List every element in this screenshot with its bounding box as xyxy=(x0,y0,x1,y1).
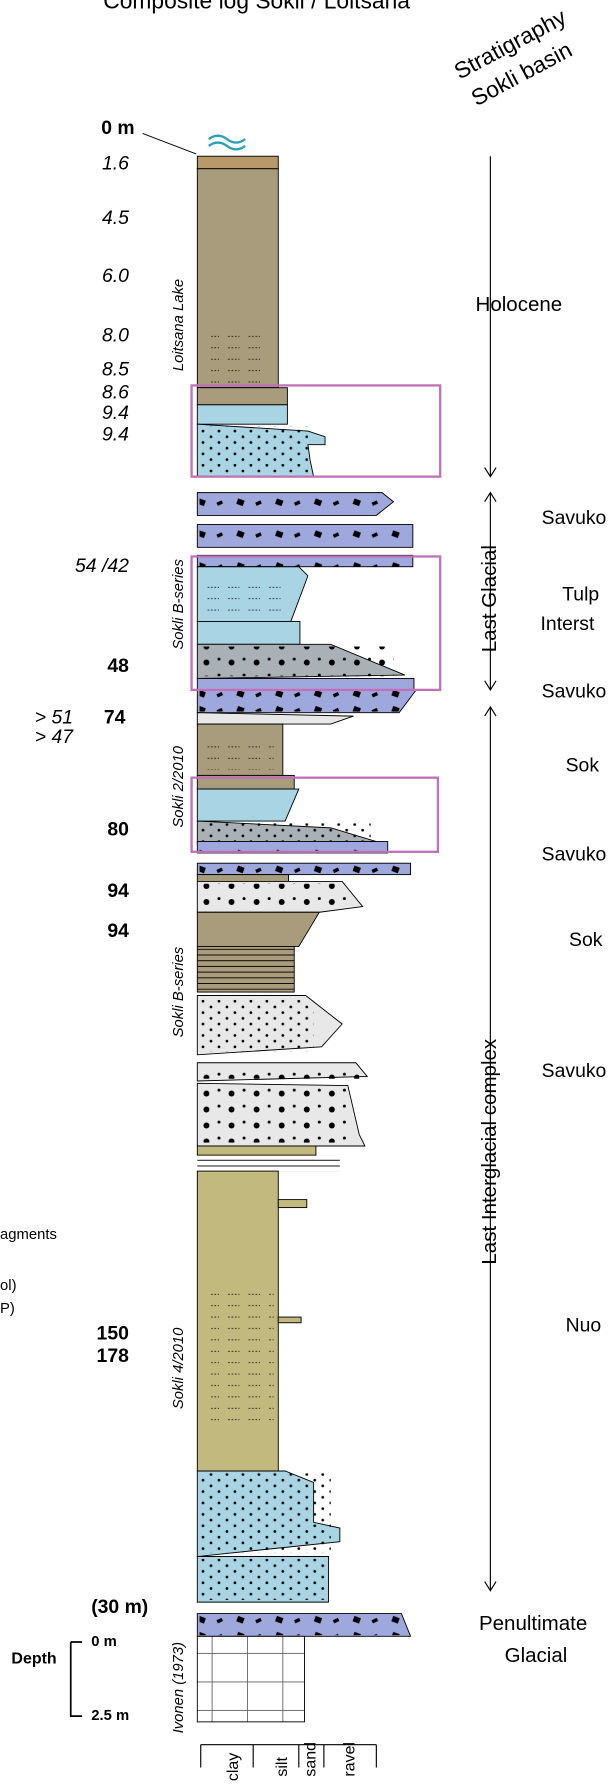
depth-label: > 47 xyxy=(35,726,74,748)
unit-label: Sok xyxy=(566,754,600,776)
depth-label: 54 /42 xyxy=(75,555,129,577)
site-label: Loitsana Lake xyxy=(171,279,187,371)
depth-label: 150 xyxy=(97,1322,129,1344)
depth-label: 94 xyxy=(107,880,129,902)
unit-label: Savuko xyxy=(542,1060,607,1082)
depth-label: 6.0 xyxy=(102,265,129,287)
depth-scale-title: Depth xyxy=(11,1650,56,1667)
unit-label: Nuo xyxy=(566,1314,602,1336)
site-label: Sokli 4/2010 xyxy=(171,1327,187,1409)
unit-label: Savuko xyxy=(542,507,607,529)
stratigraphy-label: Holocene xyxy=(476,293,563,316)
stratigraphy-label: Penultimate Glacial xyxy=(479,1612,593,1667)
depth-label: 1.6 xyxy=(102,152,129,174)
depth-label: 48 xyxy=(107,655,129,677)
site-label: Ivonen (1973) xyxy=(171,1642,187,1733)
layers xyxy=(71,133,496,1767)
depth-label: 9.4 xyxy=(102,402,129,424)
stratigraphy-label: Last Interglacial complex xyxy=(478,1038,501,1265)
unit-label: Interst xyxy=(541,613,595,635)
stratigraphy-label: Last Glacial xyxy=(478,545,501,652)
depth-label: 4.5 xyxy=(102,207,129,229)
depth-label: 8.0 xyxy=(102,325,129,347)
depth-scale-top: 0 m xyxy=(91,1634,117,1650)
site-label: Sokli B-series xyxy=(171,558,187,649)
legend-fragment: agments xyxy=(0,1227,57,1243)
legend-fragment: P) xyxy=(0,1301,15,1317)
depth-label: 0 m xyxy=(101,117,134,139)
grain-size-label: ravel xyxy=(341,1742,358,1777)
unit-label: Savuko xyxy=(542,843,607,865)
site-label: Sokli 2/2010 xyxy=(171,745,187,827)
unit-label: Savuko xyxy=(542,680,607,702)
grain-size-label: clay xyxy=(225,1753,242,1781)
depth-label: 80 xyxy=(107,818,129,840)
grain-size-label: sand xyxy=(303,1742,320,1777)
site-label: Sokli B-series xyxy=(171,946,187,1037)
depth-label: 74 xyxy=(104,707,126,729)
depth-label: (30 m) xyxy=(91,1596,148,1618)
legend-fragment: ol) xyxy=(0,1278,17,1294)
title: Composite log Sokli / Loitsana xyxy=(103,0,410,13)
unit-label: Tulp xyxy=(562,583,599,605)
depth-label: 9.4 xyxy=(102,424,129,446)
depth-label: 8.5 xyxy=(102,359,129,381)
stratigraphic-log: Composite log Sokli / Loitsana Stratigra… xyxy=(0,0,609,1788)
depth-label: 8.6 xyxy=(102,382,129,404)
depth-scale-bottom: 2.5 m xyxy=(91,1708,129,1724)
depth-label: 94 xyxy=(107,920,129,942)
depth-label: 178 xyxy=(97,1345,130,1367)
grain-size-label: silt xyxy=(274,1757,291,1777)
unit-label: Sok xyxy=(569,929,603,951)
